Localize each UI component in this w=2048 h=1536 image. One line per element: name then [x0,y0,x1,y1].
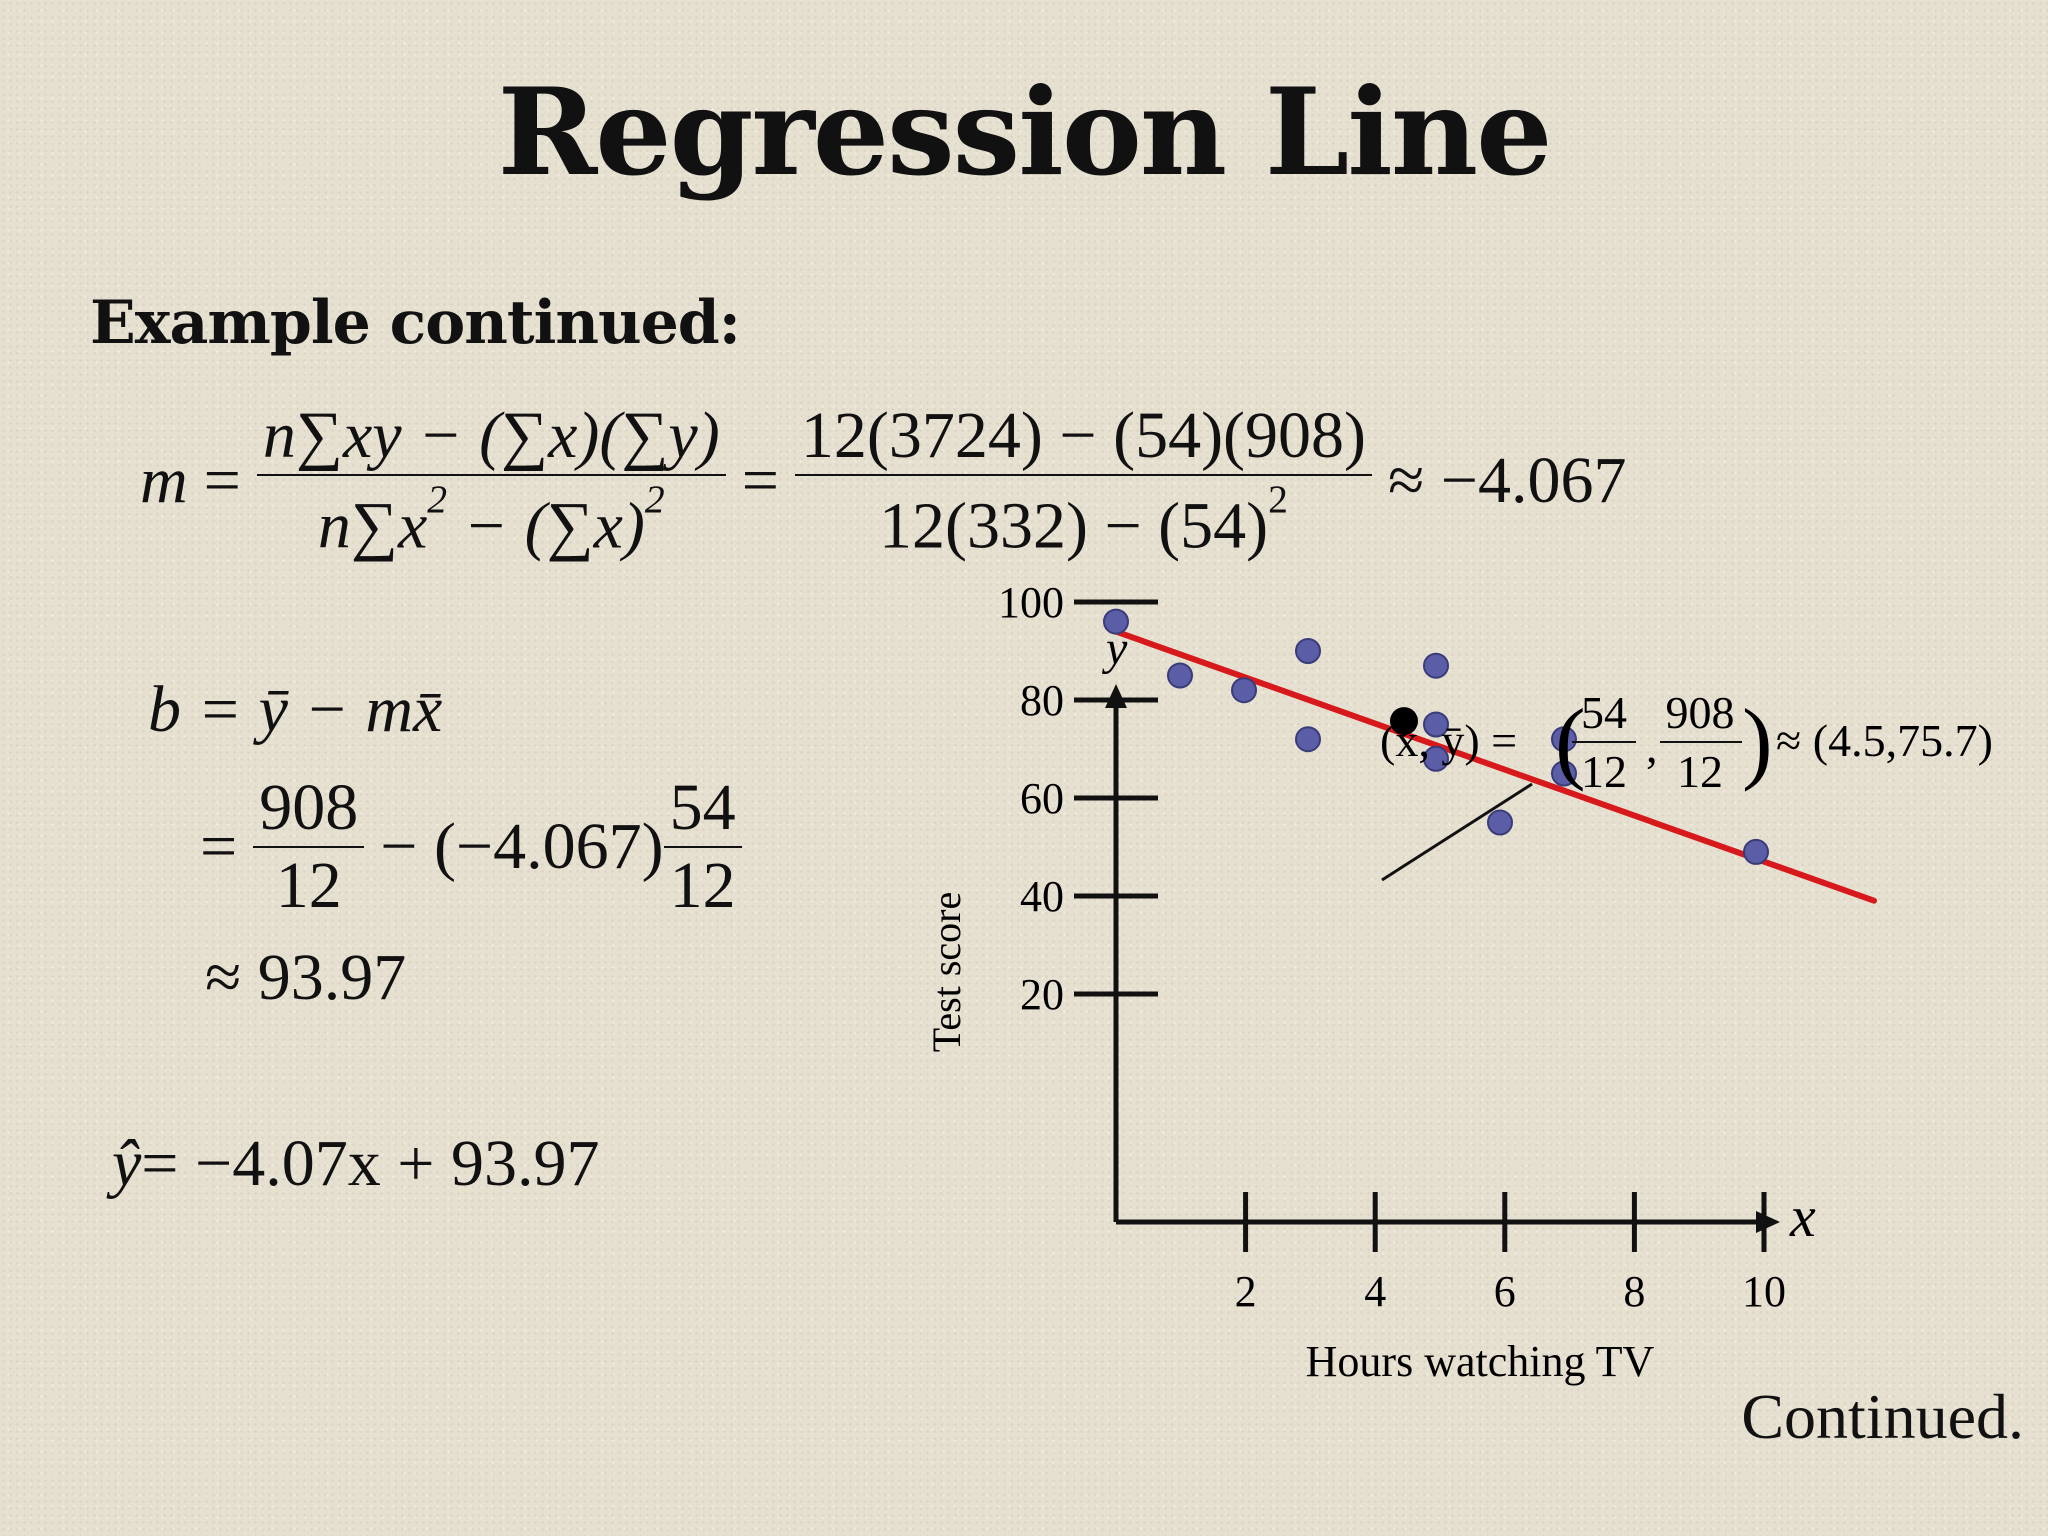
slope-result: ≈ −4.067 [1388,444,1627,518]
regression-equation-rhs: = −4.07x + 93.97 [141,1127,600,1200]
y-axis-arrow [1105,684,1127,708]
svg-text:,: , [1646,721,1658,772]
svg-text:12: 12 [1677,746,1723,797]
y-axis-label: Test score [924,892,969,1052]
intercept-substitution: = 908 12 − (−4.067) 54 12 [200,770,742,924]
mean-point [1390,707,1418,736]
slope-substituted-denominator: 12(332) − (54)2 [794,474,1373,565]
slope-eq: = [203,444,241,518]
slope-lhs: m [140,444,188,518]
intercept-result: ≈ 93.97 [205,941,407,1014]
svg-text:(: ( [1555,690,1586,792]
y-axis-symbol: y [1101,622,1128,675]
intercept-middle: − (−4.067) [380,810,664,883]
data-point-5 [1423,745,1449,772]
slope-general-numerator: n∑xy − (∑x)(∑y) [262,399,720,472]
svg-text:): ) [1742,690,1773,792]
data-point-3 [1295,726,1321,753]
y-tick-label-20: 20 [1020,970,1064,1019]
slope-eq-2: = [741,444,779,518]
slide-subtitle: Example continued: [90,288,741,358]
data-point-1 [1167,662,1193,689]
mean-annotation: (x̄, ȳ) = 54 12 , 908 12 ( ) ≈ (4.5,75.7… [1380,687,1993,797]
intercept-definition: b = ȳ − mx̄ [148,673,443,746]
x-axis-label: Hours watching TV [1306,1337,1655,1386]
data-point-11 [1743,838,1769,865]
data-point-8 [1487,809,1513,836]
data-point-6 [1423,711,1449,738]
x-tick-label-2: 2 [1235,1267,1257,1316]
data-point-0 [1103,608,1129,635]
slope-formula: m = n∑xy − (∑x)(∑y) n∑x2 − (∑x)2 = 12(37… [140,398,1626,565]
intercept-eq: = [200,810,238,883]
svg-text:12: 12 [1581,746,1627,797]
data-point-7 [1423,652,1449,679]
data-point-9 [1551,760,1577,787]
svg-text:908: 908 [1666,687,1735,738]
x-tick-label-6: 6 [1494,1267,1516,1316]
x-axis-arrow [1756,1211,1780,1233]
slope-substituted-fraction: 12(3724) − (54)(908) 12(332) − (54)2 [794,398,1373,565]
slope-general-fraction: n∑xy − (∑x)(∑y) n∑x2 − (∑x)2 [256,398,726,565]
slide-title: Regression Line [497,62,1553,203]
x-axis-symbol: x [1789,1184,1816,1249]
data-point-4 [1295,638,1321,664]
intercept-fraction-2: 54 12 [663,770,742,924]
data-point-10 [1551,726,1577,753]
y-tick-label-60: 60 [1020,774,1064,823]
x-tick-label-10: 10 [1742,1267,1786,1316]
y-tick-label-100: 100 [998,578,1064,627]
svg-text:54: 54 [1581,687,1627,738]
y-tick-label-40: 40 [1020,872,1064,921]
annotation-leader-line [1381,782,1533,882]
slope-general-denominator: n∑x2 − (∑x)2 [256,474,726,565]
svg-text:(x̄, ȳ) =: (x̄, ȳ) = [1380,715,1517,766]
svg-text:≈ (4.5,75.7): ≈ (4.5,75.7) [1776,715,1993,766]
slope-substituted-numerator: 12(3724) − (54)(908) [800,399,1367,472]
intercept-fraction-1: 908 12 [253,770,365,924]
continued-note: Continued. [1741,1381,2024,1452]
data-point-2 [1231,677,1257,704]
x-tick-label-8: 8 [1623,1267,1645,1316]
regression-equation: ŷ= −4.07x + 93.97 [112,1126,599,1202]
x-tick-label-4: 4 [1364,1267,1386,1316]
y-tick-label-80: 80 [1020,676,1064,725]
y-hat: ŷ [112,1127,142,1200]
